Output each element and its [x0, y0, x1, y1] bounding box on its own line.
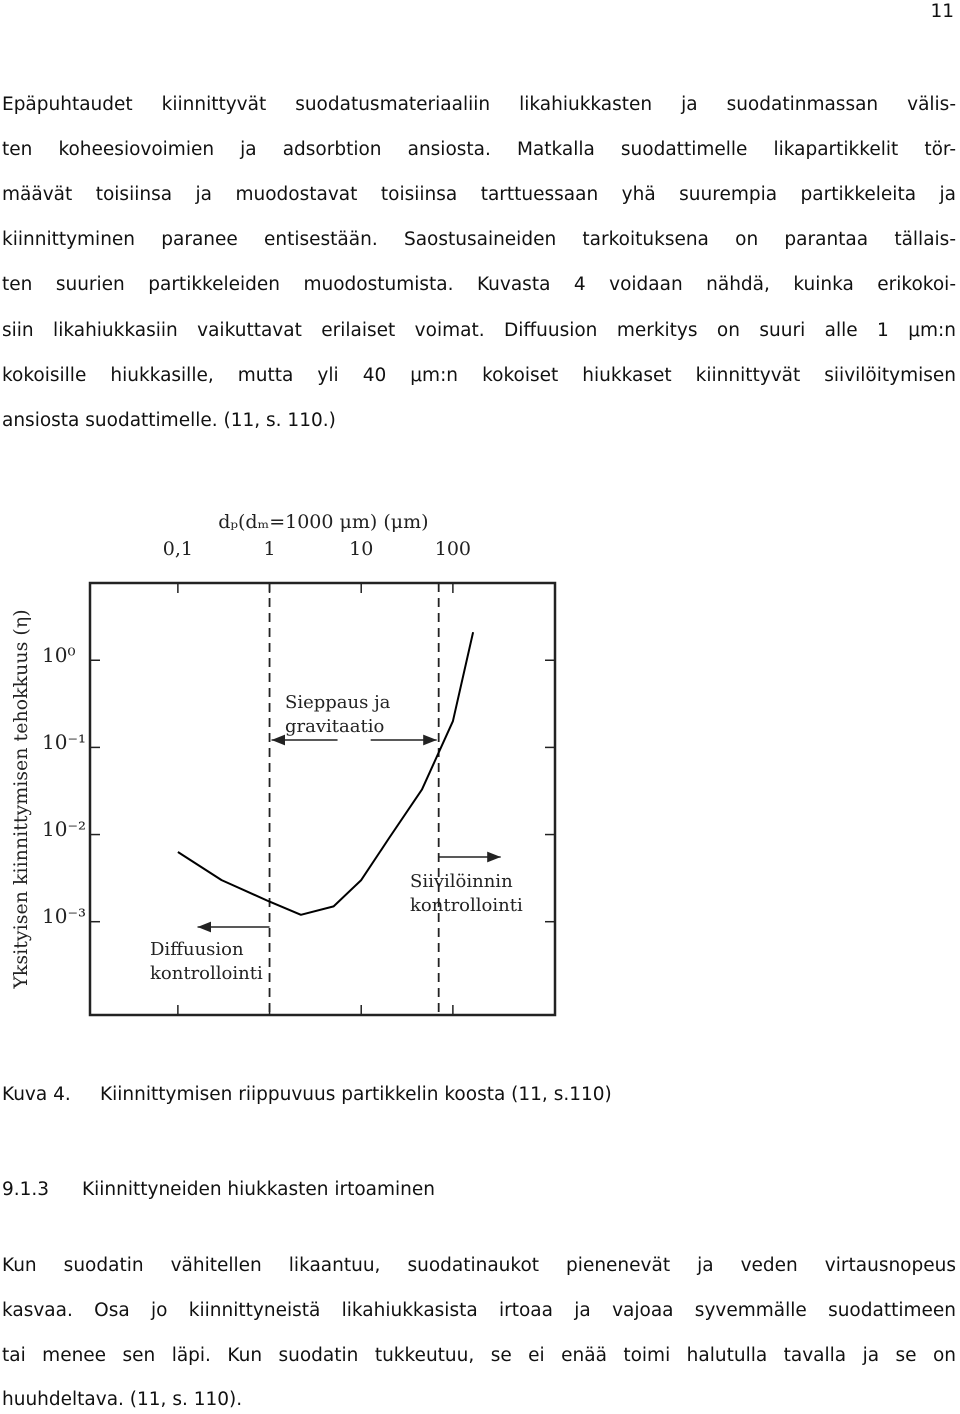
text-line: kokoisille hiukkasille, mutta yli 40 μm:… [2, 364, 956, 386]
annotation: gravitaatio [285, 716, 384, 737]
annotation: Diffuusion [150, 939, 244, 960]
plot-frame [88, 581, 557, 1017]
x-tick-label: 100 [435, 538, 471, 560]
text-line: ten suurien partikkeleiden muodostumista… [2, 274, 956, 296]
figure: 0,1 1 10 100 dₚ(dₘ=1000 μm) (μm) 10⁰ 10⁻¹ 10⁻² 1… [10, 511, 557, 1017]
text-line: kasvaa. Osa jo kiinnittyneistä likahiukk… [2, 1299, 956, 1321]
annotation: kontrollointi [410, 895, 523, 916]
text-line: kiinnittyminen paranee entisestään. Saos… [2, 229, 956, 251]
text-line: huuhdeltava. (11, s. 110). [2, 1389, 243, 1411]
text-line: määvät toisiinsa ja muodostavat toisiins… [2, 184, 956, 206]
text-line: Kun suodatin vähitellen likaantuu, suoda… [2, 1255, 956, 1276]
y-axis-label: Yksityisen kiinnittymisen tehokkuus (η) [10, 609, 32, 989]
x-tick-label: 0,1 [163, 538, 193, 560]
y-tick-label: 10⁻³ [42, 904, 86, 928]
annotation: Siivilöinnin [410, 871, 513, 892]
text-line: ten koheesiovoimien ja adsorbtion ansios… [2, 139, 956, 161]
y-tick-label: 10⁻¹ [42, 730, 86, 754]
curve [177, 631, 475, 916]
text-line: ansiosta suodattimelle. (11, s. 110.) [2, 409, 336, 431]
annotation: kontrollointi [150, 963, 263, 984]
section-number: 9.1.3 [2, 1179, 50, 1200]
text-line: tai menee sen läpi. Kun suodatin tukkeut… [2, 1344, 956, 1366]
page-number: 11 [930, 1, 954, 22]
annotation: Sieppaus ja [285, 692, 391, 713]
text-line: siin likahiukkasiin vaikuttavat erilaise… [2, 319, 956, 341]
x-axis-label: dₚ(dₘ=1000 μm) (μm) [218, 511, 428, 533]
section-title: Kiinnittyneiden hiukkasten irtoaminen [82, 1179, 435, 1200]
x-tick-label: 1 [263, 538, 275, 560]
text-line: Epäpuhtaudet kiinnittyvät suodatusmateri… [2, 94, 956, 115]
y-tick-label: 10⁰ [42, 643, 75, 667]
x-tick-label: 10 [349, 538, 373, 560]
caption-text: Kiinnittymisen riippuvuus partikkelin ko… [100, 1084, 612, 1105]
y-tick-label: 10⁻² [42, 817, 86, 841]
caption-number: Kuva 4. [2, 1084, 71, 1105]
